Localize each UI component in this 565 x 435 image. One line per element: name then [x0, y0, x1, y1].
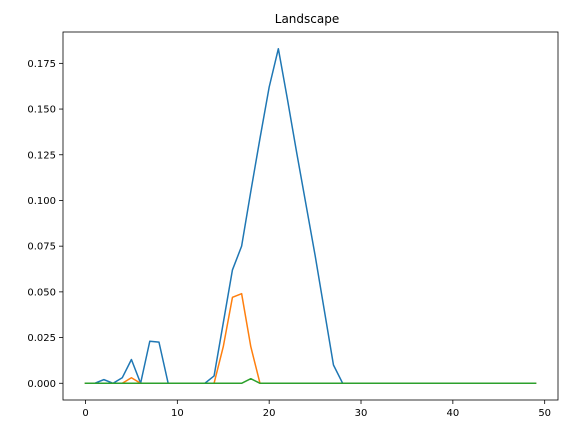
x-tick-label-0: 0: [82, 408, 88, 419]
x-tick-label-1: 10: [171, 408, 184, 419]
y-tick-label-2: 0.050: [27, 287, 56, 298]
plot-frame: [62, 31, 559, 401]
x-tick-label-3: 30: [355, 408, 368, 419]
y-tick-label-7: 0.175: [27, 59, 56, 70]
y-tick-label-6: 0.150: [27, 105, 56, 116]
x-axis: 0 10 20 30 40 50: [82, 400, 551, 419]
y-tick-label-4: 0.100: [27, 196, 56, 207]
x-tick-label-4: 40: [446, 408, 459, 419]
series-line-1: [84, 292, 537, 385]
y-tick-label-5: 0.125: [27, 150, 56, 161]
chart-title: Landscape: [275, 12, 339, 26]
y-tick-label-1: 0.025: [27, 333, 56, 344]
y-axis: 0.000 0.025 0.050 0.075 0.100 0.125 0.150 0.175: [27, 59, 63, 390]
series-group: [84, 47, 537, 385]
series-line-2: [84, 377, 537, 385]
x-tick-label-5: 50: [538, 408, 551, 419]
y-tick-label-0: 0.000: [27, 379, 56, 390]
x-tick-label-2: 20: [263, 408, 276, 419]
y-tick-label-3: 0.075: [27, 242, 56, 253]
series-line-0: [84, 47, 537, 385]
